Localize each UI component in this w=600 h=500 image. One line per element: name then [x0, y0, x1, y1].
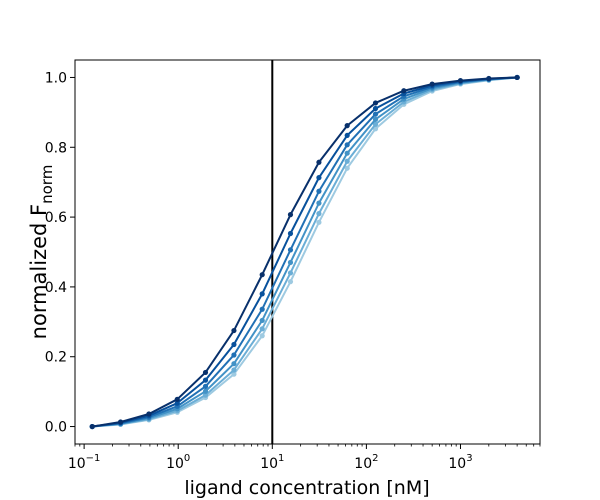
x-axis-title: ligand concentration [nM]	[184, 477, 429, 499]
data-point	[202, 388, 209, 394]
y-tick-label: 1.0	[45, 70, 67, 86]
data-point	[316, 211, 322, 217]
plot-area	[89, 60, 520, 444]
data-point	[344, 165, 350, 171]
data-point	[231, 341, 237, 348]
y-tick-label: 0.2	[45, 350, 67, 366]
data-point	[202, 383, 209, 389]
series-line	[92, 76, 518, 428]
series-line	[92, 76, 518, 428]
data-point	[259, 306, 265, 312]
data-point	[231, 352, 237, 358]
x-tick-label: 100	[166, 453, 190, 472]
data-point	[486, 75, 492, 82]
axes-frame	[74, 59, 541, 445]
data-point	[174, 396, 180, 402]
data-point	[259, 291, 265, 297]
data-point	[287, 212, 294, 218]
data-point	[429, 81, 435, 87]
data-point	[372, 105, 379, 112]
data-point	[202, 377, 209, 383]
data-point	[316, 200, 322, 206]
data-point	[146, 411, 152, 417]
data-point	[344, 132, 350, 139]
data-point	[89, 423, 95, 430]
data-point	[316, 188, 322, 194]
data-point	[174, 400, 180, 406]
data-point	[372, 100, 379, 106]
data-point	[231, 327, 237, 334]
data-point	[231, 371, 237, 377]
x-tick-label: 102	[354, 453, 378, 472]
data-point	[259, 272, 265, 278]
data-point	[259, 333, 265, 339]
data-point	[231, 361, 237, 367]
y-axis: 0.0 0.2 0.4 0.6 0.8 1.0	[45, 70, 75, 436]
data-point	[316, 159, 322, 165]
y-tick-label: 0.6	[45, 210, 67, 226]
data-point	[457, 77, 464, 84]
data-point	[259, 326, 265, 332]
data-point	[287, 270, 294, 276]
y-tick-label: 0.8	[45, 140, 67, 156]
data-point	[287, 259, 294, 266]
data-point	[287, 247, 294, 253]
data-point	[117, 419, 124, 425]
series-line	[92, 76, 518, 428]
x-axis: 10−1 100 101 102 103	[68, 444, 541, 472]
data-point	[287, 230, 294, 237]
data-point	[372, 111, 379, 117]
x-tick-label: 103	[448, 453, 472, 472]
data-point	[287, 279, 294, 285]
data-point	[344, 142, 350, 148]
series-line	[92, 76, 518, 428]
data-point	[202, 369, 209, 376]
series-line	[92, 76, 518, 428]
y-tick-label: 0.0	[45, 420, 67, 436]
y-tick-label: 0.4	[45, 280, 67, 296]
data-point	[316, 175, 322, 181]
data-point	[401, 88, 407, 94]
data-point	[344, 123, 350, 129]
data-point	[202, 392, 209, 398]
data-point	[259, 317, 265, 324]
x-tick-label: 10−1	[68, 453, 101, 472]
data-point	[344, 158, 350, 164]
data-point	[372, 116, 379, 122]
data-point	[344, 150, 350, 156]
data-point	[231, 367, 237, 373]
series-line	[92, 76, 518, 428]
data-point	[372, 121, 379, 127]
x-tick-label: 101	[260, 453, 284, 472]
data-point	[514, 74, 520, 81]
y-axis-title: normalized Fnorm	[27, 165, 56, 340]
data-point	[316, 219, 322, 225]
